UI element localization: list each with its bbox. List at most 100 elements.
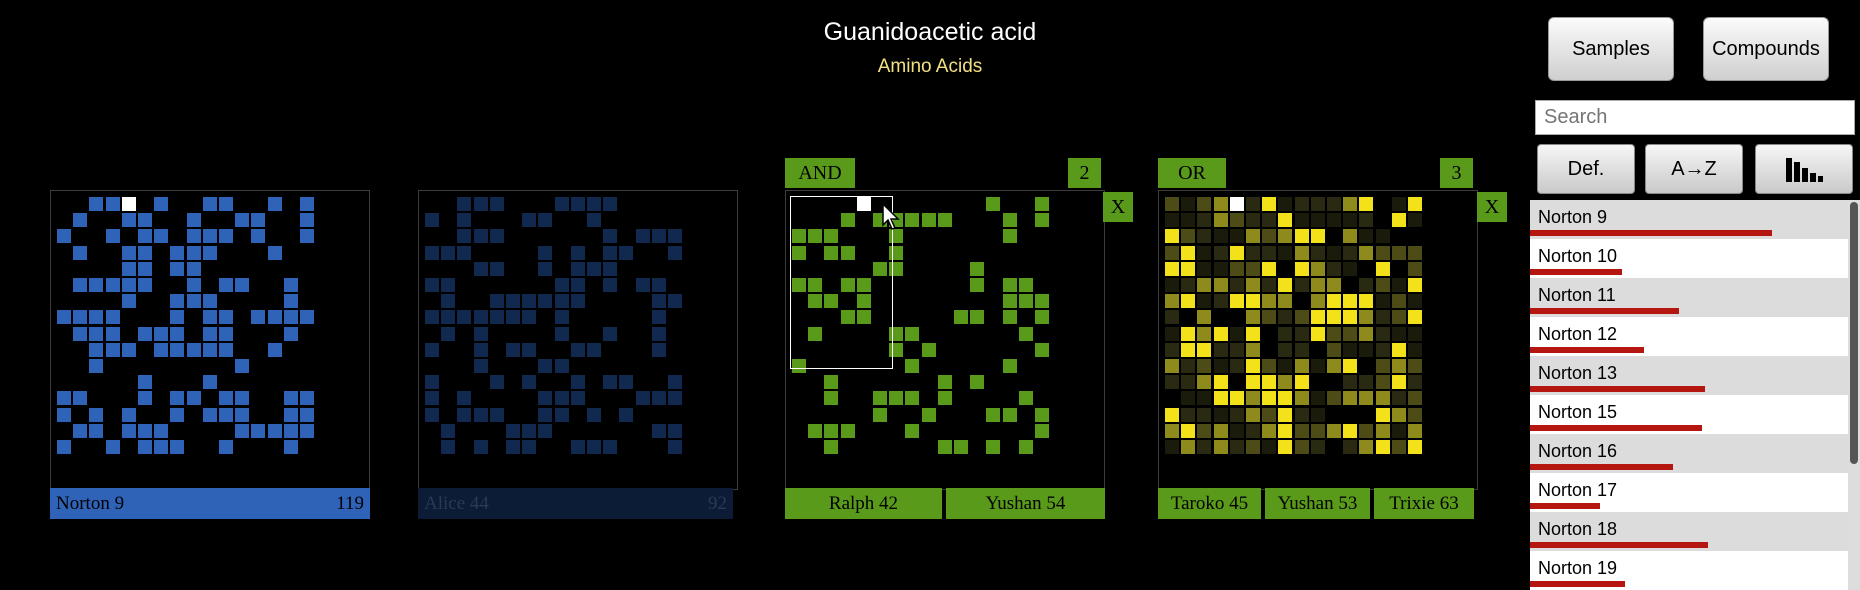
matrix-cell[interactable] xyxy=(1229,423,1244,438)
matrix-cell[interactable] xyxy=(1018,278,1033,292)
matrix-cell[interactable] xyxy=(1229,294,1244,309)
matrix-cell[interactable] xyxy=(937,213,952,228)
matrix-cell[interactable] xyxy=(856,278,871,292)
matrix-cell[interactable] xyxy=(970,375,985,390)
matrix-cell[interactable] xyxy=(538,213,553,228)
matrix-cell[interactable] xyxy=(651,342,666,357)
matrix-cell[interactable] xyxy=(1391,326,1406,341)
matrix-cell[interactable] xyxy=(1213,245,1228,260)
sort-by-value-button[interactable] xyxy=(1755,144,1853,194)
matrix-cell[interactable] xyxy=(138,261,152,276)
matrix-cell[interactable] xyxy=(1310,391,1325,406)
matrix-cell[interactable] xyxy=(1343,423,1358,438)
matrix-cell[interactable] xyxy=(1343,391,1358,406)
matrix-cell[interactable] xyxy=(668,440,682,454)
matrix-cell[interactable] xyxy=(1165,229,1179,244)
matrix-cell[interactable] xyxy=(635,391,650,406)
matrix-cell[interactable] xyxy=(792,278,806,292)
matrix-cell[interactable] xyxy=(235,423,250,438)
matrix-cell[interactable] xyxy=(522,423,537,438)
close-and-group-button[interactable]: X xyxy=(1103,192,1133,222)
matrix-cell[interactable] xyxy=(300,310,314,325)
matrix-cell[interactable] xyxy=(587,407,601,422)
matrix-cell[interactable] xyxy=(283,310,298,325)
matrix-cell[interactable] xyxy=(1310,310,1325,325)
matrix-cell[interactable] xyxy=(1294,197,1309,211)
matrix-cell[interactable] xyxy=(792,245,806,260)
matrix-cell[interactable] xyxy=(954,310,968,325)
matrix-cell[interactable] xyxy=(170,407,185,422)
matrix-cell[interactable] xyxy=(1197,359,1212,373)
matrix-cell[interactable] xyxy=(1229,245,1244,260)
matrix-cell[interactable] xyxy=(1213,261,1228,276)
matrix-cell[interactable] xyxy=(1197,245,1212,260)
matrix-cell[interactable] xyxy=(154,440,169,454)
matrix-cell[interactable] xyxy=(1181,278,1196,292)
matrix-cell[interactable] xyxy=(1035,197,1049,211)
matrix-cell[interactable] xyxy=(170,261,185,276)
matrix-cell[interactable] xyxy=(89,278,104,292)
matrix-cell[interactable] xyxy=(1213,375,1228,390)
matrix-alice-44[interactable] xyxy=(418,190,738,490)
matrix-cell[interactable] xyxy=(1246,391,1260,406)
matrix-cell[interactable] xyxy=(1294,229,1309,244)
matrix-cell[interactable] xyxy=(570,278,585,292)
matrix-cell[interactable] xyxy=(668,423,682,438)
matrix-cell[interactable] xyxy=(1197,391,1212,406)
matrix-cell[interactable] xyxy=(808,294,823,309)
matrix-cell[interactable] xyxy=(1343,326,1358,341)
matrix-cell[interactable] xyxy=(1262,294,1277,309)
matrix-cell[interactable] xyxy=(441,326,456,341)
matrix-cell[interactable] xyxy=(1375,261,1390,276)
matrix-cell[interactable] xyxy=(1408,407,1422,422)
matrix-cell[interactable] xyxy=(73,278,88,292)
matrix-cell[interactable] xyxy=(154,423,169,438)
matrix-cell[interactable] xyxy=(1375,342,1390,357)
matrix-cell[interactable] xyxy=(1246,326,1260,341)
matrix-cell[interactable] xyxy=(506,423,520,438)
matrix-cell[interactable] xyxy=(1213,294,1228,309)
matrix-cell[interactable] xyxy=(1391,423,1406,438)
matrix-cell[interactable] xyxy=(808,229,823,244)
matrix-cell[interactable] xyxy=(1181,197,1196,211)
matrix-cell[interactable] xyxy=(138,229,152,244)
matrix-cell[interactable] xyxy=(808,326,823,341)
matrix-cell[interactable] xyxy=(1181,342,1196,357)
matrix-cell[interactable] xyxy=(840,245,855,260)
matrix-cell[interactable] xyxy=(1165,213,1179,228)
matrix-cell[interactable] xyxy=(138,440,152,454)
matrix-cell[interactable] xyxy=(905,326,920,341)
matrix-cell[interactable] xyxy=(1294,359,1309,373)
matrix-cell[interactable] xyxy=(1294,213,1309,228)
matrix-cell[interactable] xyxy=(1408,375,1422,390)
matrix-or-group[interactable] xyxy=(1158,190,1478,490)
matrix-cell[interactable] xyxy=(89,342,104,357)
matrix-cell[interactable] xyxy=(1262,423,1277,438)
matrix-cell[interactable] xyxy=(1327,423,1341,438)
matrix-cell[interactable] xyxy=(457,391,472,406)
matrix-cell[interactable] xyxy=(522,440,537,454)
list-item[interactable]: Norton 10 xyxy=(1530,239,1848,278)
matrix-cell[interactable] xyxy=(473,407,488,422)
matrix-cell[interactable] xyxy=(170,294,185,309)
matrix-cell[interactable] xyxy=(1181,245,1196,260)
matrix-cell[interactable] xyxy=(121,407,136,422)
matrix-cell[interactable] xyxy=(1262,278,1277,292)
matrix-cell[interactable] xyxy=(489,407,504,422)
matrix-cell[interactable] xyxy=(267,197,282,211)
matrix-cell[interactable] xyxy=(570,440,585,454)
matrix-cell[interactable] xyxy=(1229,342,1244,357)
matrix-cell[interactable] xyxy=(1359,294,1374,309)
matrix-cell[interactable] xyxy=(1310,294,1325,309)
matrix-cell[interactable] xyxy=(473,229,488,244)
matrix-cell[interactable] xyxy=(1213,342,1228,357)
matrix-cell[interactable] xyxy=(651,423,666,438)
matrix-cell[interactable] xyxy=(1375,375,1390,390)
matrix-cell[interactable] xyxy=(1181,326,1196,341)
matrix-cell[interactable] xyxy=(235,391,250,406)
matrix-cell[interactable] xyxy=(986,407,1001,422)
matrix-cell[interactable] xyxy=(1246,229,1260,244)
matrix-cell[interactable] xyxy=(1262,407,1277,422)
list-item[interactable]: Norton 9 xyxy=(1530,200,1848,239)
list-item[interactable]: Norton 13 xyxy=(1530,356,1848,395)
